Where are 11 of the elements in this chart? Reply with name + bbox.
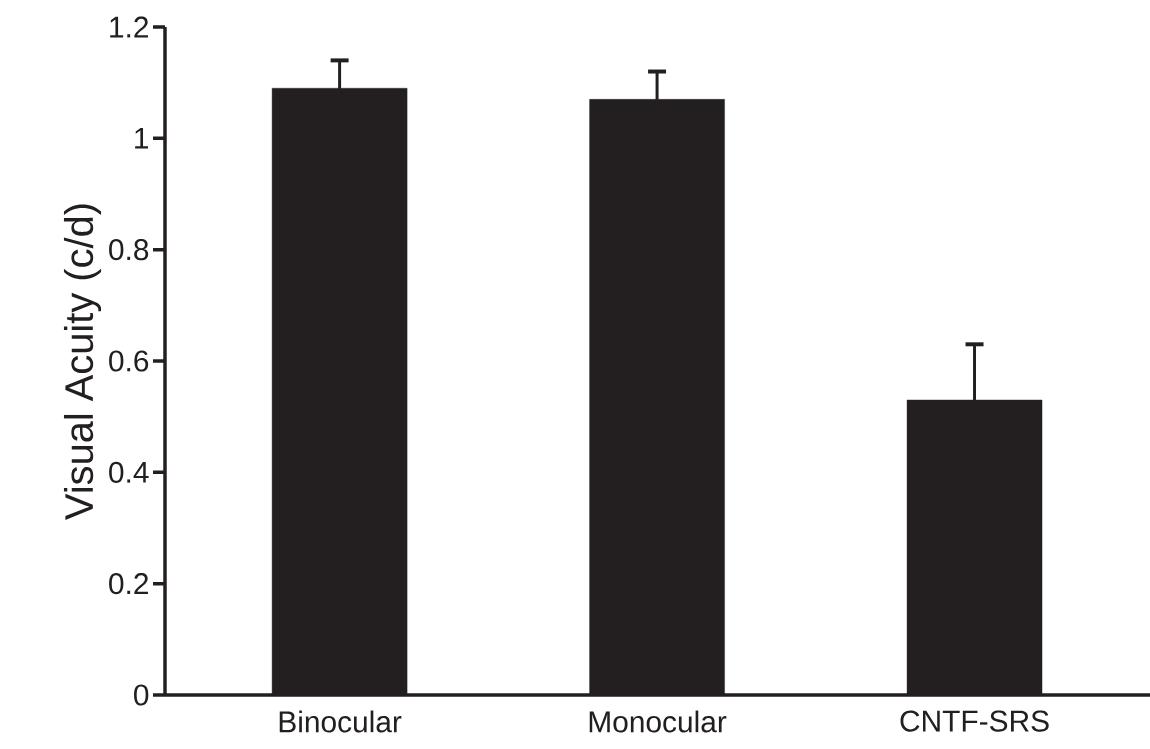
y-tick-label: 0.2 (109, 573, 148, 595)
y-tick-label: 1 (135, 128, 149, 149)
y-tick-label: 0 (134, 684, 149, 706)
y-tick-label: 0.6 (109, 350, 149, 372)
y-tick-label: 0.4 (109, 461, 149, 483)
x-tick-label: Binocular (279, 710, 402, 733)
y-tick-label: 1.2 (110, 16, 148, 38)
x-tick-label: CNTF-SRS (900, 710, 1049, 732)
x-tick-label: Monocular (589, 710, 727, 733)
y-tick-label: 0.8 (109, 239, 149, 261)
y-axis-title: Visual Acuity (c/d) (63, 204, 102, 520)
